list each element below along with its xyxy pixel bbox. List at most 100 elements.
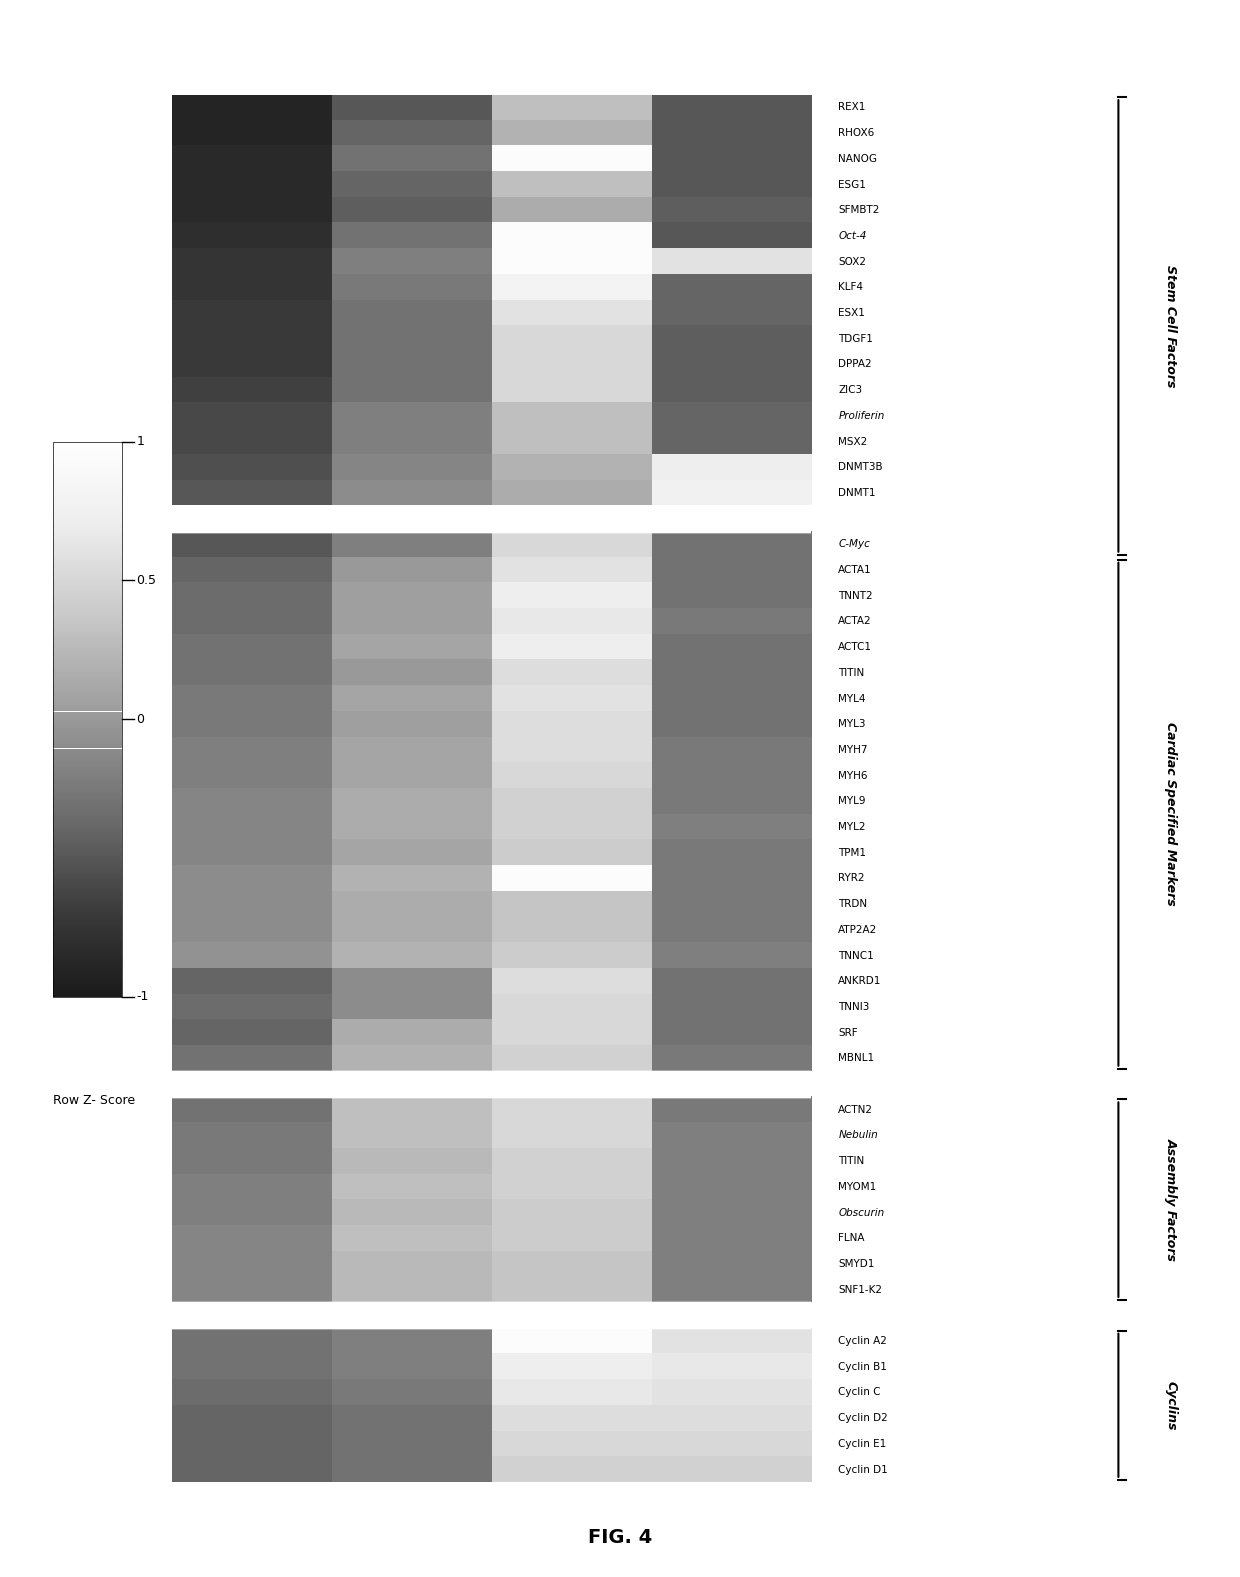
- FancyBboxPatch shape: [52, 785, 123, 787]
- Text: Cyclin A2: Cyclin A2: [838, 1336, 888, 1347]
- FancyBboxPatch shape: [52, 658, 123, 659]
- Text: SMYD1: SMYD1: [838, 1258, 874, 1269]
- FancyBboxPatch shape: [52, 550, 123, 552]
- FancyBboxPatch shape: [52, 847, 123, 848]
- FancyBboxPatch shape: [52, 918, 123, 921]
- FancyBboxPatch shape: [52, 459, 123, 460]
- FancyBboxPatch shape: [52, 476, 123, 478]
- FancyBboxPatch shape: [52, 836, 123, 837]
- Text: Oct-4: Oct-4: [838, 230, 867, 241]
- FancyBboxPatch shape: [52, 511, 123, 514]
- FancyBboxPatch shape: [52, 560, 123, 561]
- FancyBboxPatch shape: [52, 557, 123, 560]
- FancyBboxPatch shape: [52, 899, 123, 900]
- FancyBboxPatch shape: [52, 957, 123, 960]
- FancyBboxPatch shape: [52, 654, 123, 658]
- FancyBboxPatch shape: [52, 762, 123, 763]
- FancyBboxPatch shape: [52, 579, 123, 580]
- FancyBboxPatch shape: [52, 580, 123, 583]
- FancyBboxPatch shape: [52, 497, 123, 498]
- FancyBboxPatch shape: [52, 727, 123, 729]
- FancyBboxPatch shape: [52, 572, 123, 574]
- Text: Stem Cell Factors: Stem Cell Factors: [1164, 265, 1178, 388]
- FancyBboxPatch shape: [52, 855, 123, 858]
- FancyBboxPatch shape: [52, 986, 123, 987]
- FancyBboxPatch shape: [52, 871, 123, 872]
- FancyBboxPatch shape: [52, 790, 123, 792]
- Text: Obscurin: Obscurin: [838, 1208, 884, 1217]
- Text: TITIN: TITIN: [838, 667, 864, 678]
- FancyBboxPatch shape: [52, 904, 123, 905]
- Text: Row Z- Score: Row Z- Score: [53, 1094, 135, 1107]
- FancyBboxPatch shape: [52, 900, 123, 904]
- Text: MBNL1: MBNL1: [838, 1053, 874, 1063]
- FancyBboxPatch shape: [52, 852, 123, 853]
- FancyBboxPatch shape: [52, 585, 123, 587]
- FancyBboxPatch shape: [52, 503, 123, 505]
- FancyBboxPatch shape: [52, 514, 123, 516]
- FancyBboxPatch shape: [52, 878, 123, 882]
- FancyBboxPatch shape: [52, 683, 123, 686]
- Text: RHOX6: RHOX6: [838, 128, 874, 139]
- FancyBboxPatch shape: [52, 990, 123, 992]
- FancyBboxPatch shape: [52, 735, 123, 738]
- FancyBboxPatch shape: [52, 992, 123, 995]
- Text: ACTA1: ACTA1: [838, 565, 872, 576]
- FancyBboxPatch shape: [52, 577, 123, 579]
- FancyBboxPatch shape: [52, 574, 123, 577]
- FancyBboxPatch shape: [52, 882, 123, 883]
- FancyBboxPatch shape: [52, 779, 123, 781]
- FancyBboxPatch shape: [52, 718, 123, 721]
- FancyBboxPatch shape: [52, 664, 123, 665]
- Text: SNF1-K2: SNF1-K2: [838, 1285, 883, 1295]
- FancyBboxPatch shape: [52, 752, 123, 755]
- FancyBboxPatch shape: [52, 777, 123, 779]
- FancyBboxPatch shape: [52, 848, 123, 852]
- FancyBboxPatch shape: [52, 457, 123, 459]
- FancyBboxPatch shape: [52, 631, 123, 632]
- FancyBboxPatch shape: [52, 755, 123, 757]
- FancyBboxPatch shape: [52, 826, 123, 830]
- FancyBboxPatch shape: [52, 486, 123, 487]
- FancyBboxPatch shape: [52, 964, 123, 967]
- FancyBboxPatch shape: [52, 620, 123, 623]
- Text: TITIN: TITIN: [838, 1156, 864, 1165]
- FancyBboxPatch shape: [52, 934, 123, 935]
- FancyBboxPatch shape: [52, 967, 123, 968]
- FancyBboxPatch shape: [52, 818, 123, 820]
- FancyBboxPatch shape: [52, 744, 123, 746]
- FancyBboxPatch shape: [52, 661, 123, 664]
- FancyBboxPatch shape: [52, 454, 123, 457]
- FancyBboxPatch shape: [52, 568, 123, 569]
- FancyBboxPatch shape: [52, 546, 123, 549]
- FancyBboxPatch shape: [52, 647, 123, 648]
- FancyBboxPatch shape: [52, 613, 123, 615]
- Text: ANKRD1: ANKRD1: [838, 976, 882, 986]
- Text: ZIC3: ZIC3: [838, 385, 863, 396]
- FancyBboxPatch shape: [52, 710, 123, 711]
- FancyBboxPatch shape: [52, 665, 123, 669]
- FancyBboxPatch shape: [52, 844, 123, 847]
- FancyBboxPatch shape: [52, 632, 123, 636]
- FancyBboxPatch shape: [52, 591, 123, 595]
- FancyBboxPatch shape: [52, 566, 123, 568]
- FancyBboxPatch shape: [52, 598, 123, 601]
- FancyBboxPatch shape: [52, 716, 123, 718]
- FancyBboxPatch shape: [52, 916, 123, 918]
- FancyBboxPatch shape: [52, 893, 123, 894]
- FancyBboxPatch shape: [52, 984, 123, 986]
- FancyBboxPatch shape: [52, 807, 123, 809]
- Text: C-Myc: C-Myc: [838, 539, 870, 549]
- Bar: [172, 506, 811, 531]
- Bar: [52, 442, 123, 997]
- FancyBboxPatch shape: [52, 869, 123, 871]
- Text: ACTC1: ACTC1: [838, 642, 873, 653]
- FancyBboxPatch shape: [52, 801, 123, 803]
- FancyBboxPatch shape: [52, 542, 123, 544]
- FancyBboxPatch shape: [52, 814, 123, 815]
- FancyBboxPatch shape: [52, 872, 123, 875]
- FancyBboxPatch shape: [52, 472, 123, 475]
- Text: REX1: REX1: [838, 103, 866, 112]
- Text: KLF4: KLF4: [838, 282, 863, 292]
- FancyBboxPatch shape: [52, 509, 123, 511]
